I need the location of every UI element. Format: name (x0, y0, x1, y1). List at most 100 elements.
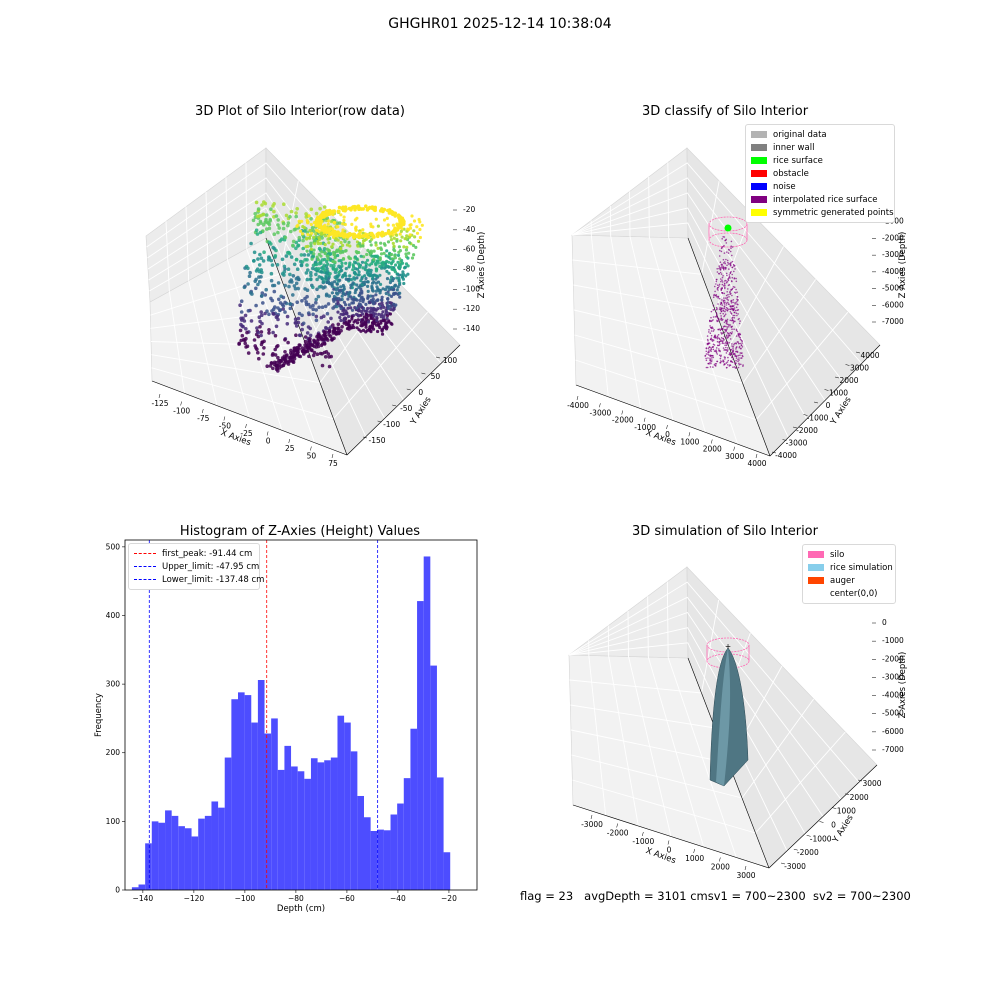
histogram-bar (423, 556, 431, 890)
raw-data-point (281, 221, 286, 226)
raw-data-point (295, 224, 299, 228)
raw-data-point (382, 263, 386, 267)
raw-data-point (351, 281, 355, 285)
x-tick-label: −140 (133, 894, 154, 903)
interpolated-point (733, 366, 736, 368)
raw-data-point (267, 312, 271, 317)
interpolated-point (724, 358, 726, 360)
raw-data-point (347, 303, 351, 307)
raw-data-point (329, 316, 333, 321)
classified-points (704, 216, 748, 369)
raw-data-point (369, 313, 373, 318)
raw-data-point (395, 272, 399, 276)
interpolated-point (722, 245, 724, 248)
raw-data-point (291, 239, 296, 244)
interpolated-point (710, 362, 712, 365)
raw-data-point (369, 231, 374, 236)
raw-data-point (239, 322, 243, 327)
interpolated-point (716, 316, 718, 318)
interpolated-point (738, 362, 740, 365)
interpolated-point (714, 290, 716, 293)
raw-data-point (382, 242, 386, 246)
interpolated-point (710, 320, 713, 323)
raw-data-point (252, 250, 257, 255)
raw-data-point (259, 330, 264, 334)
interpolated-point (705, 353, 708, 355)
interpolated-point (715, 365, 717, 367)
interpolated-point (727, 299, 729, 301)
raw-data-point (310, 231, 314, 235)
raw-data-point (294, 281, 299, 286)
interpolated-point (732, 345, 734, 348)
raw-data-point (355, 257, 359, 261)
raw-data-point (289, 278, 294, 282)
raw-data-point (397, 214, 402, 218)
interpolated-point (724, 310, 726, 313)
raw-data-point (293, 346, 297, 351)
raw-data-point (370, 323, 375, 327)
raw-data-point (269, 271, 274, 276)
raw-data-point (364, 317, 368, 321)
raw-data-point (311, 312, 315, 317)
raw-data-point (326, 262, 330, 266)
legend-label: inner wall (773, 142, 815, 153)
raw-data-point (331, 242, 335, 246)
raw-data-point (351, 323, 355, 327)
raw-data-point (367, 268, 371, 272)
raw-data-point (357, 232, 361, 237)
raw-data-point (353, 271, 357, 275)
raw-data-point (399, 262, 403, 266)
interpolated-point (727, 301, 729, 304)
raw-data-point (391, 259, 395, 263)
interpolated-point (709, 361, 711, 364)
x-tick-mark (245, 423, 247, 429)
raw-data-point (325, 247, 329, 251)
x-tick-mark (693, 848, 695, 854)
raw-data-point (338, 221, 342, 225)
interpolated-point (740, 347, 742, 350)
raw-data-point (415, 225, 419, 229)
raw-data-point (327, 355, 332, 359)
simulation-surface: + (706, 637, 750, 787)
raw-data-point (307, 214, 311, 218)
histogram-bar (436, 777, 444, 890)
raw-data-point (309, 217, 313, 221)
raw-data-point (372, 257, 376, 261)
interpolated-point (737, 360, 739, 363)
raw-data-point (360, 289, 364, 294)
y-tick-label: 100 (443, 356, 458, 365)
raw-data-point (242, 319, 247, 323)
interpolated-point (727, 308, 730, 311)
raw-data-point (254, 303, 258, 308)
interpolated-point (730, 292, 732, 295)
interpolated-point (721, 291, 724, 294)
raw-data-point (349, 278, 353, 282)
interpolated-point (712, 330, 715, 332)
interpolated-point (709, 338, 712, 341)
histogram-bar (158, 822, 166, 890)
footer-sv1: sv1 = 700~2300 (707, 889, 806, 903)
interpolated-point (727, 288, 729, 290)
interpolated-point (720, 289, 723, 292)
interpolated-point (720, 309, 722, 312)
raw-data-point (352, 235, 356, 240)
interpolated-point (736, 346, 738, 348)
raw-data-point (286, 250, 290, 255)
histogram-bar (383, 830, 391, 890)
raw-data-point (240, 333, 245, 338)
raw-data-point (359, 309, 363, 313)
interpolated-point (720, 280, 722, 283)
raw-data-point (314, 228, 319, 232)
y-tick-label: -150 (368, 436, 385, 445)
interpolated-point (741, 346, 744, 348)
interpolated-point (731, 316, 734, 319)
raw-data-point (337, 209, 341, 214)
x-tick-mark (719, 857, 721, 862)
raw-data-point (286, 223, 290, 228)
raw-data-point (336, 322, 341, 327)
interpolated-point (706, 343, 708, 345)
raw-data-point (340, 268, 344, 273)
raw-data-point (280, 237, 284, 241)
raw-data-point (387, 293, 391, 297)
raw-data-point (309, 343, 313, 347)
